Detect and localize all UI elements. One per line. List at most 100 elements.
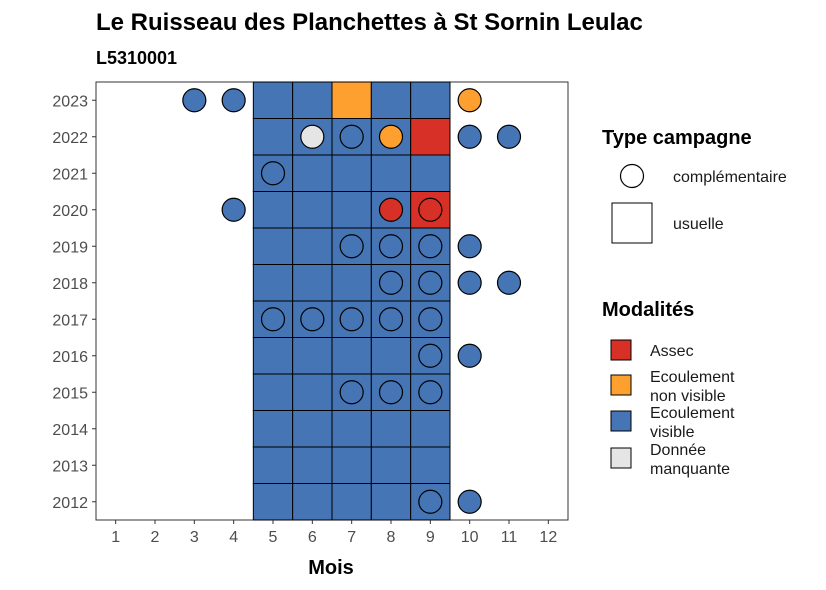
point-2023-3 — [182, 88, 207, 113]
point-2019-7 — [339, 234, 364, 259]
x-tick-label-8: 8 — [387, 529, 396, 546]
cell-2013-9 — [410, 446, 451, 484]
chart-title: Le Ruisseau des Planchettes à St Sornin … — [96, 9, 643, 36]
x-axis: 1 2 3 4 5 6 7 8 9 10 11 12 — [111, 520, 557, 546]
point-2018-9 — [418, 270, 443, 295]
cell-2013-7 — [331, 446, 372, 484]
x-tick-label-6: 6 — [308, 529, 317, 546]
y-tick-label-2020: 2020 — [52, 203, 88, 220]
legend-key-ecoul_v — [610, 410, 632, 432]
legend-key-assec — [610, 339, 632, 361]
cell-2018-5 — [252, 264, 294, 302]
x-tick-label-10: 10 — [461, 529, 479, 546]
point-2015-9 — [418, 380, 443, 405]
usuelle-cells — [252, 81, 451, 521]
point-2015-8 — [378, 380, 404, 405]
cell-2016-6 — [292, 337, 333, 375]
y-tick-label-2016: 2016 — [52, 349, 88, 366]
point-2012-9 — [418, 489, 443, 514]
y-tick-label-2021: 2021 — [52, 166, 88, 183]
point-2015-7 — [339, 380, 364, 405]
cell-2012-6 — [292, 483, 333, 521]
cell-2023-6 — [292, 81, 333, 119]
cell-2014-7 — [331, 410, 372, 448]
cell-2023-7 — [331, 81, 372, 119]
point-2022-7 — [339, 124, 364, 149]
point-2017-9 — [418, 307, 443, 332]
cell-2014-8 — [370, 410, 412, 448]
cell-2018-6 — [292, 264, 333, 302]
cell-2021-9 — [410, 154, 451, 192]
legend-key-manquante — [610, 447, 632, 469]
cell-2013-8 — [370, 446, 412, 484]
point-2018-8 — [378, 270, 404, 295]
complementaire-points — [182, 88, 522, 514]
legend-label-assec-0: Assec — [650, 343, 694, 360]
point-2023-10 — [457, 88, 482, 113]
x-tick-label-12: 12 — [539, 529, 557, 546]
cell-2015-6 — [292, 373, 333, 411]
cell-2014-9 — [410, 410, 451, 448]
cell-2018-7 — [331, 264, 372, 302]
y-tick-label-2015: 2015 — [52, 385, 88, 402]
cell-2016-7 — [331, 337, 372, 375]
cell-2023-9 — [410, 81, 451, 119]
cell-2022-5 — [252, 118, 294, 156]
cell-2023-8 — [370, 81, 412, 119]
legend-label-manquante-0: Donnée — [650, 442, 706, 459]
point-2017-5 — [260, 307, 286, 332]
legend-key-ecoul_nv — [610, 374, 632, 396]
point-2022-10 — [457, 124, 482, 149]
legend-label-complementaire: complémentaire — [673, 169, 787, 186]
point-2023-4 — [221, 88, 246, 113]
x-tick-label-1: 1 — [111, 529, 120, 546]
cell-2016-8 — [370, 337, 412, 375]
legend-label-manquante-1: manquante — [650, 461, 730, 478]
cell-2016-5 — [252, 337, 294, 375]
point-2012-10 — [457, 489, 482, 514]
point-2017-7 — [339, 307, 364, 332]
legend-label-ecoul_nv-0: Ecoulement — [650, 369, 735, 386]
x-tick-label-4: 4 — [229, 529, 238, 546]
cell-2019-5 — [252, 227, 294, 265]
cell-2014-5 — [252, 410, 294, 448]
cell-2012-5 — [252, 483, 294, 521]
point-2016-9 — [418, 343, 443, 368]
y-tick-label-2022: 2022 — [52, 130, 88, 147]
legend-label-usuelle: usuelle — [673, 216, 724, 233]
cell-2015-5 — [252, 373, 294, 411]
x-tick-label-2: 2 — [151, 529, 160, 546]
point-2019-8 — [378, 234, 404, 259]
point-2019-9 — [418, 234, 443, 259]
cell-2021-7 — [331, 154, 372, 192]
x-tick-label-11: 11 — [501, 529, 518, 546]
cell-2014-6 — [292, 410, 333, 448]
cell-2013-5 — [252, 446, 294, 484]
x-tick-label-3: 3 — [190, 529, 199, 546]
legend-label-ecoul_v-0: Ecoulement — [650, 405, 735, 422]
y-tick-label-2018: 2018 — [52, 276, 88, 293]
y-tick-label-2017: 2017 — [52, 312, 88, 329]
x-tick-label-7: 7 — [347, 529, 356, 546]
x-tick-label-9: 9 — [426, 529, 435, 546]
point-2018-11 — [496, 270, 522, 295]
point-2022-8 — [378, 124, 404, 149]
cell-2012-8 — [370, 483, 412, 521]
cell-2020-5 — [252, 191, 294, 229]
y-tick-label-2019: 2019 — [52, 239, 88, 256]
cell-2012-7 — [331, 483, 372, 521]
chart-subtitle: L5310001 — [96, 48, 177, 68]
point-2020-8 — [378, 197, 404, 222]
legend-key-complementaire — [619, 163, 645, 189]
point-2016-10 — [457, 343, 482, 368]
legend-type-title: Type campagne — [602, 127, 752, 149]
legend-key-usuelle — [611, 202, 653, 244]
cell-2020-7 — [331, 191, 372, 229]
cell-2019-6 — [292, 227, 333, 265]
cell-2022-9 — [410, 118, 451, 156]
point-2020-9 — [418, 197, 443, 222]
y-tick-label-2013: 2013 — [52, 458, 88, 475]
y-axis: 2012 2013 2014 2015 2016 2017 2018 2019 2020 2021… — [52, 93, 96, 512]
cell-2021-6 — [292, 154, 333, 192]
